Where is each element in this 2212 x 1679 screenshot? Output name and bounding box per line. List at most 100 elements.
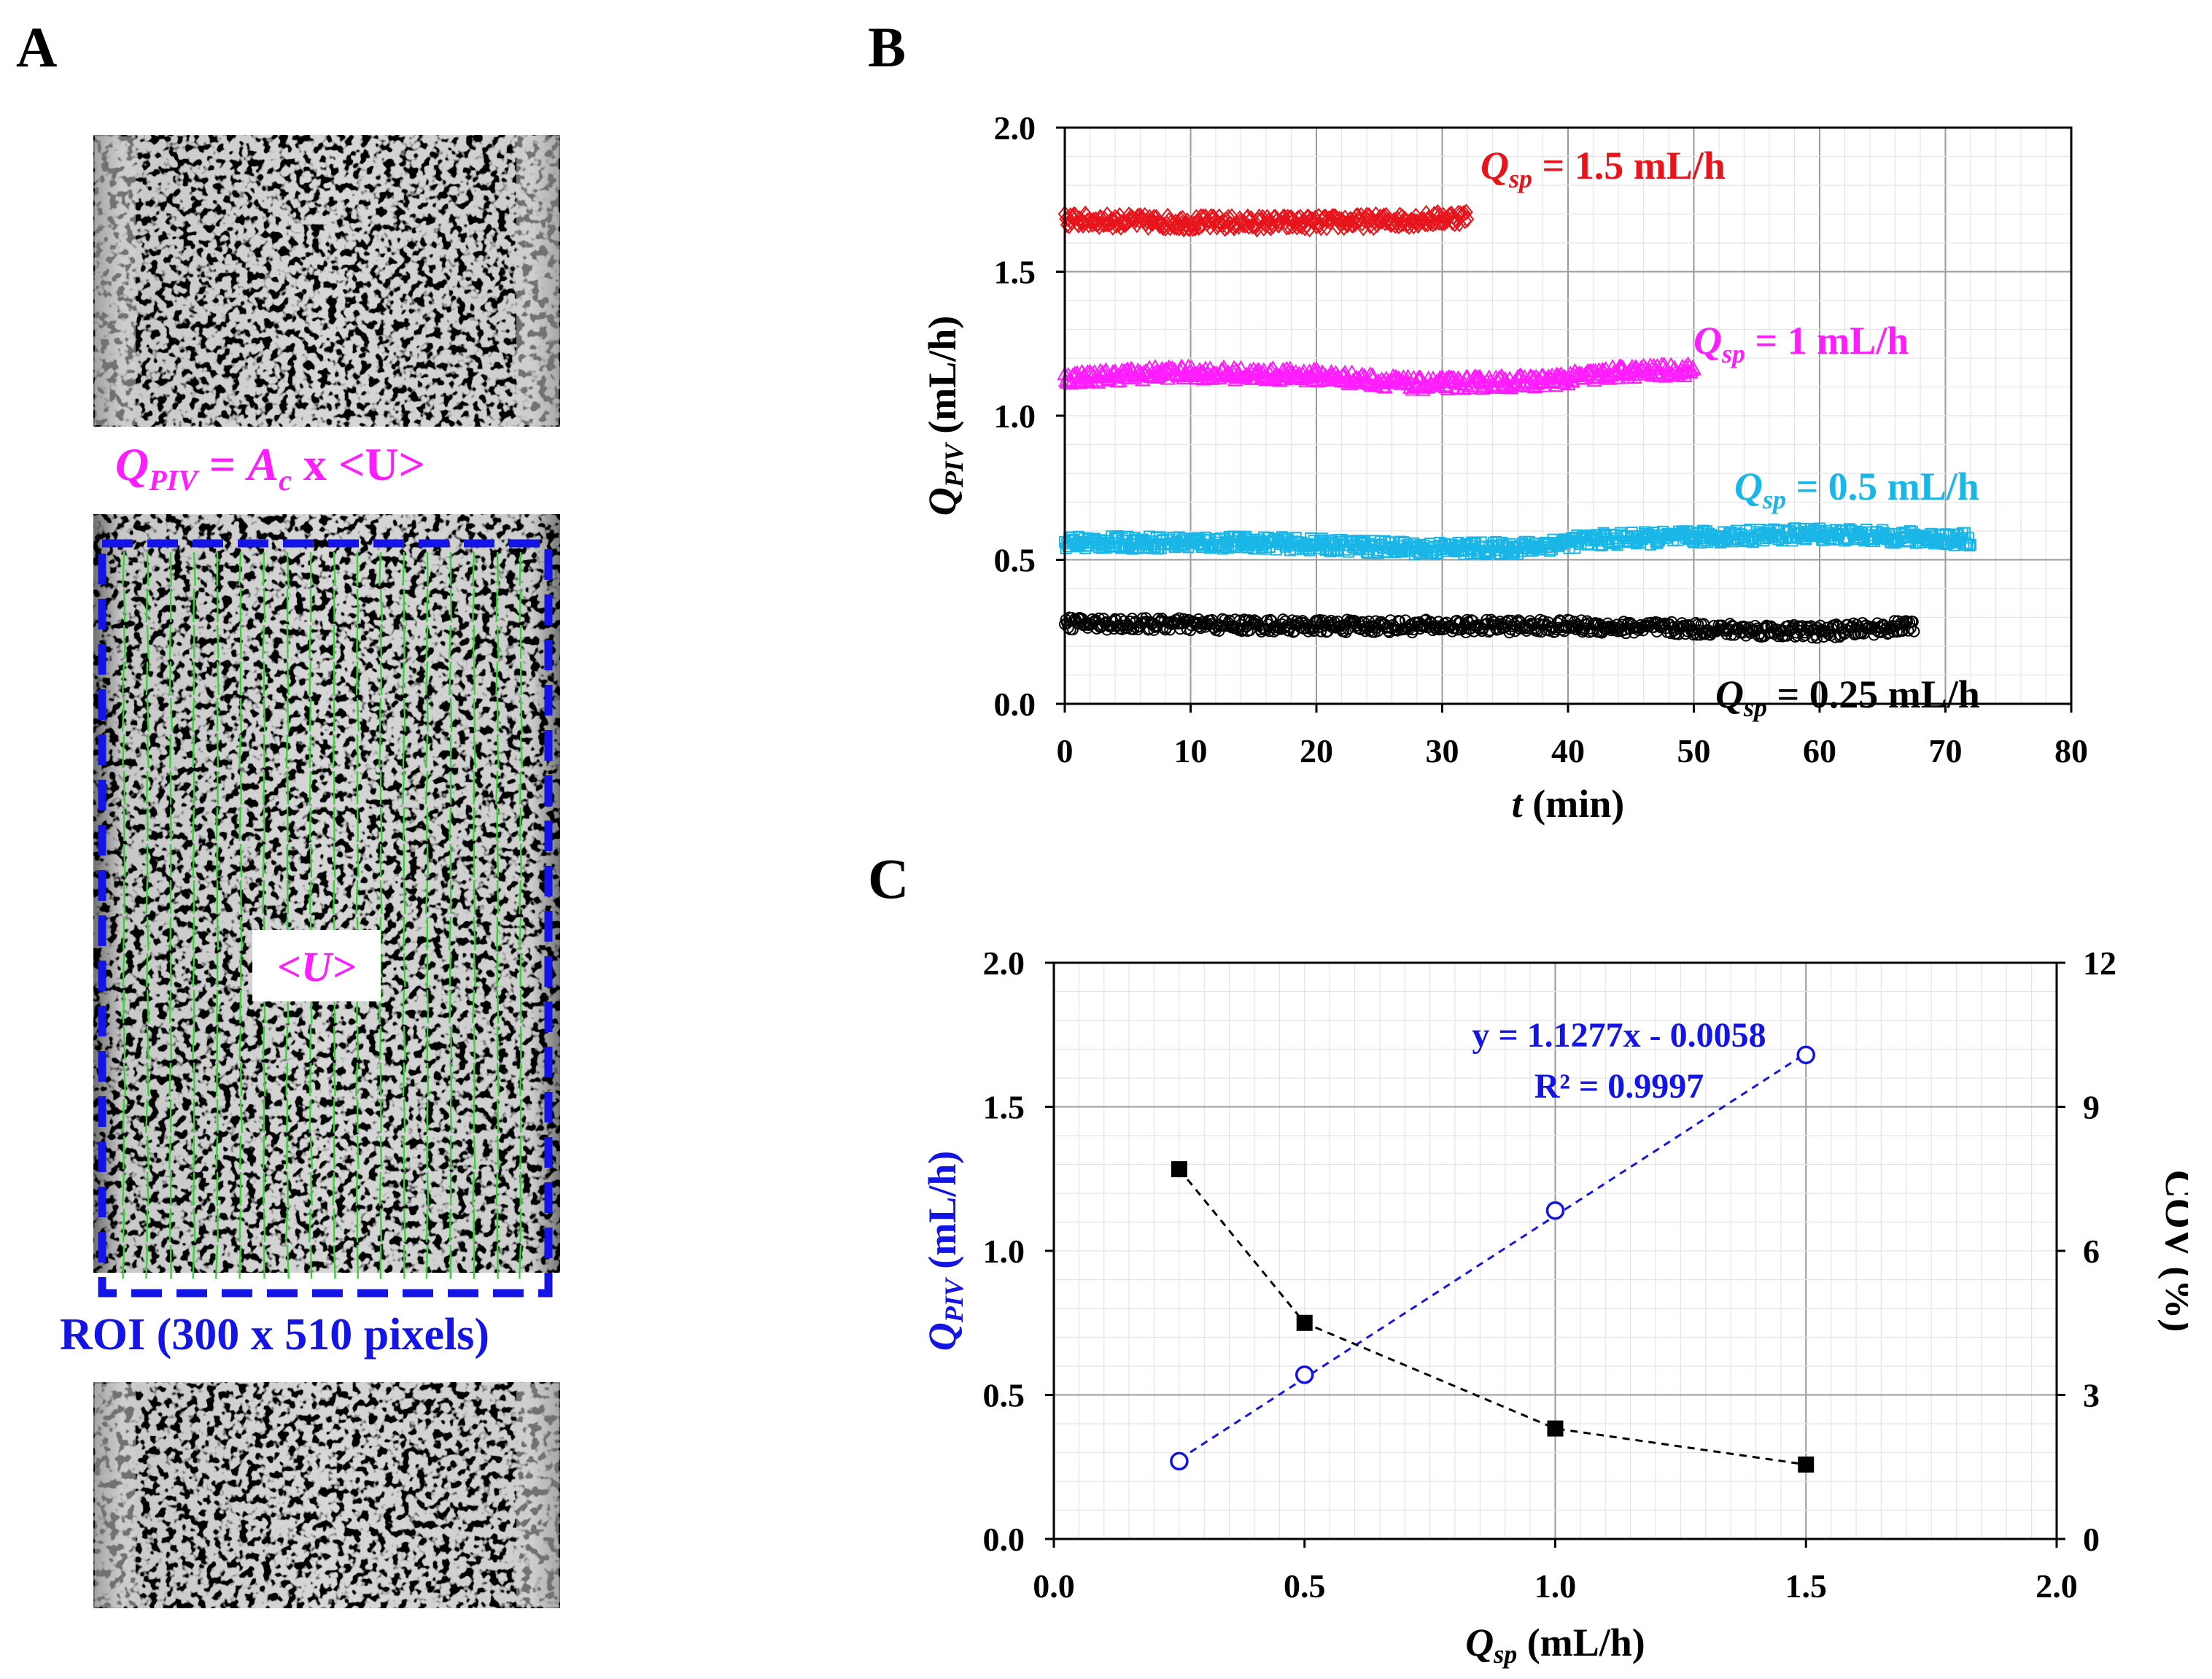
chart-b-x-axis-label: t (min)	[1512, 782, 1625, 826]
velocity-vector	[216, 770, 219, 805]
velocity-vector	[308, 624, 312, 659]
velocity-vector	[238, 1025, 242, 1060]
velocity-vector	[426, 843, 429, 878]
velocity-vector	[168, 1062, 172, 1097]
chart-c-x-axis-label: Qsp (mL/h)	[1465, 1621, 1645, 1669]
velocity-vector	[122, 989, 125, 1024]
left-y-tick-label: 1.0	[983, 1233, 1025, 1270]
right-y-tick-label: 9	[2083, 1089, 2100, 1126]
data-point	[1861, 622, 1874, 635]
velocity-vector	[473, 697, 476, 732]
velocity-vector	[308, 1208, 312, 1243]
velocity-vector	[472, 624, 476, 659]
velocity-vector	[238, 734, 242, 769]
data-point	[1530, 371, 1546, 385]
data-point	[1692, 618, 1704, 630]
q-piv-point	[1170, 1451, 1189, 1471]
data-point	[1180, 358, 1197, 373]
velocity-vector	[473, 661, 476, 696]
velocity-vector	[192, 1244, 195, 1279]
chart-c-left-axis-label: QPIV (mL/h)	[920, 1151, 969, 1352]
velocity-vector	[146, 1062, 150, 1097]
velocity-vector	[426, 1062, 430, 1097]
velocity-vector	[123, 880, 126, 915]
velocity-vector	[193, 1062, 196, 1097]
panel-label-a: A	[16, 15, 58, 79]
data-point	[1806, 632, 1818, 644]
x-tick-label: 10	[1174, 732, 1208, 769]
panel-label-c: C	[868, 847, 909, 910]
velocity-vector	[286, 770, 290, 805]
velocity-vector	[333, 843, 336, 878]
velocity-vector	[285, 1208, 289, 1243]
velocity-vector	[449, 989, 452, 1024]
data-point	[1122, 530, 1134, 543]
data-point	[1888, 615, 1901, 627]
series-label-sub: sp	[1743, 693, 1767, 722]
velocity-vector	[308, 1098, 312, 1133]
chart-c-x-axis-rest: (mL/h)	[1517, 1621, 1645, 1664]
cov-point	[1798, 1456, 1815, 1473]
series-label-sub: sp	[1721, 339, 1745, 368]
velocity-vector	[123, 770, 126, 805]
velocity-vector	[333, 1062, 336, 1097]
velocity-vector	[449, 953, 452, 988]
formula-equals: =	[197, 438, 248, 490]
q-piv-point	[1295, 1365, 1314, 1384]
velocity-vector	[146, 551, 150, 586]
velocity-vector	[168, 1135, 172, 1170]
velocity-vector	[403, 1025, 407, 1060]
velocity-vector	[356, 1025, 360, 1060]
velocity-vector	[402, 1062, 405, 1097]
series-label-value: = 1 mL/h	[1745, 319, 1909, 362]
data-point	[1457, 204, 1471, 222]
velocity-vector	[356, 807, 359, 842]
velocity-vector	[333, 807, 335, 842]
velocity-vector	[519, 807, 522, 842]
velocity-vector	[262, 1171, 265, 1206]
velocity-vector	[496, 697, 499, 732]
x-tick-label: 80	[2054, 732, 2088, 769]
velocity-vector	[239, 1135, 242, 1170]
velocity-vector	[308, 661, 312, 696]
chart-b-x-axis-rest: (min)	[1523, 782, 1624, 826]
velocity-vector	[449, 1208, 452, 1243]
velocity-vector	[145, 1098, 149, 1133]
data-point	[1305, 372, 1322, 387]
right-y-tick-label: 0	[2083, 1521, 2100, 1558]
velocity-vector	[519, 1135, 522, 1170]
velocity-vector	[402, 734, 405, 769]
velocity-vector-field	[121, 551, 524, 1279]
velocity-vector	[216, 661, 220, 696]
velocity-vector	[263, 807, 265, 842]
data-point	[1188, 220, 1203, 237]
y-tick-label: 1.0	[994, 398, 1036, 435]
right-y-tick-label: 6	[2083, 1233, 2100, 1270]
data-point	[1877, 619, 1890, 631]
chart-c-points	[1170, 1045, 1815, 1473]
data-point	[1232, 217, 1246, 236]
data-point	[1788, 619, 1800, 631]
x-tick-label: 0	[1057, 732, 1074, 769]
micrograph-middle	[93, 514, 560, 1273]
velocity-vector	[121, 661, 125, 696]
velocity-vector	[263, 1208, 266, 1243]
chart-c-right-axis-label: COV (%)	[2157, 1170, 2188, 1333]
x-tick-label: 1.5	[1785, 1567, 1828, 1605]
velocity-vector	[239, 916, 243, 951]
velocity-vector	[123, 916, 125, 951]
left-y-tick-label: 1.5	[983, 1089, 1025, 1126]
velocity-vector	[496, 989, 500, 1024]
series-label-sub: sp	[1762, 485, 1786, 514]
velocity-vector	[471, 588, 476, 623]
velocity-vector	[192, 916, 195, 951]
velocity-vector	[424, 880, 429, 915]
velocity-vector	[146, 624, 150, 659]
data-point	[1963, 540, 1976, 552]
series-1-mL-h	[1057, 356, 1702, 396]
velocity-vector	[261, 880, 265, 915]
data-point	[1347, 211, 1362, 228]
velocity-vector	[449, 624, 452, 659]
panel-label-b: B	[868, 15, 907, 79]
